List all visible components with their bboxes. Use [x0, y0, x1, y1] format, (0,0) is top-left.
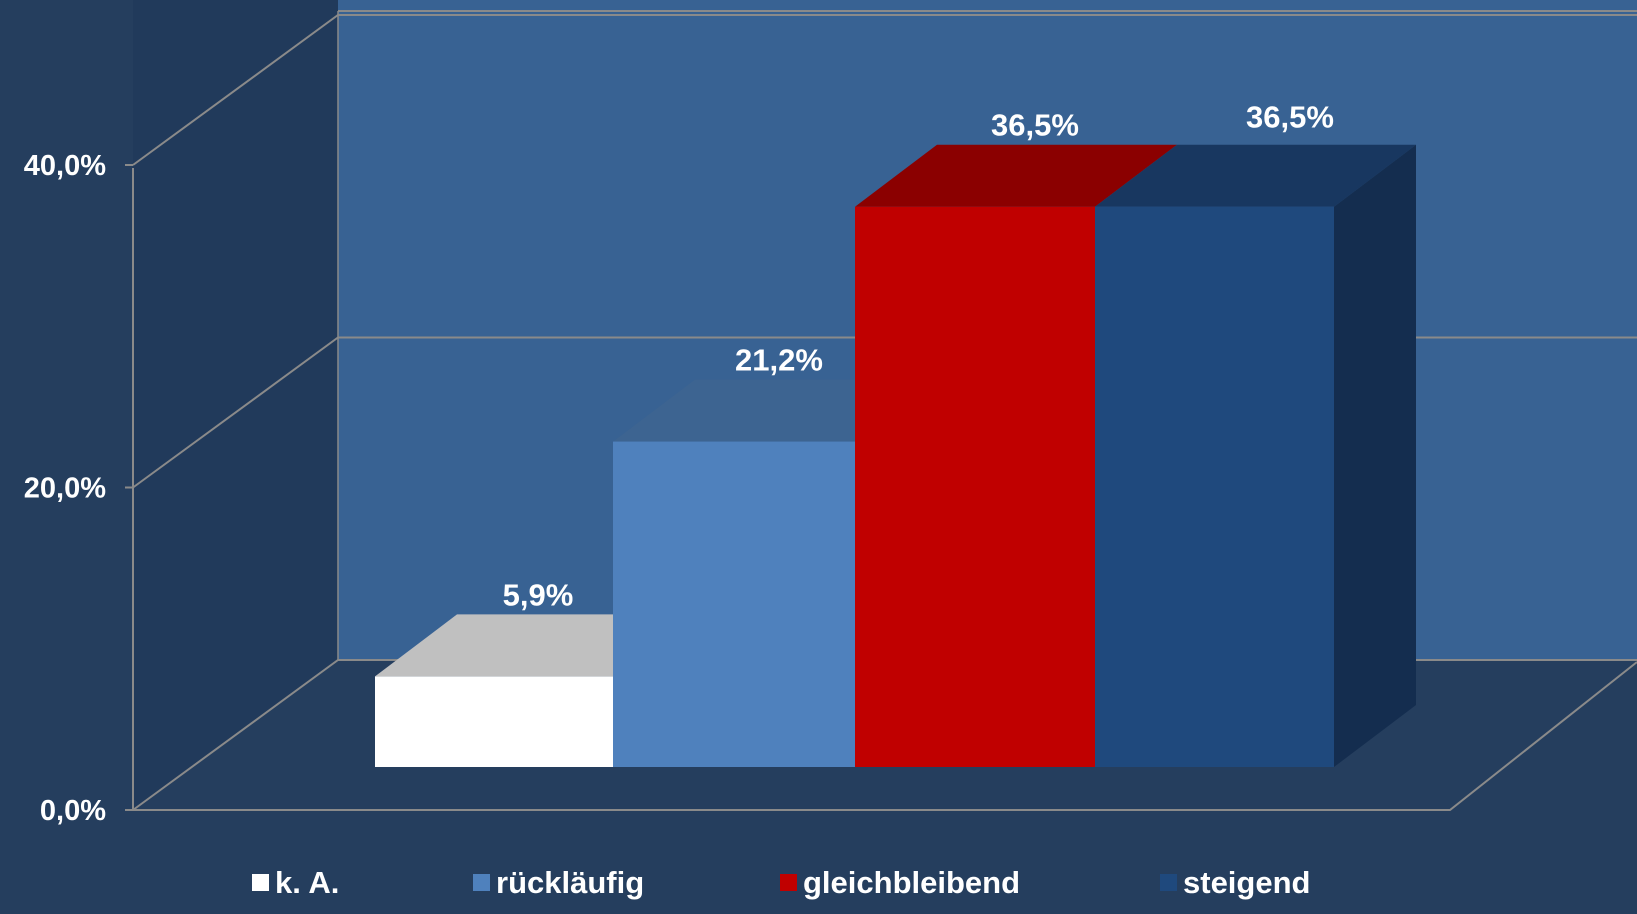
bar-top-3	[855, 144, 1177, 207]
data-label-3: 36,5%	[991, 108, 1079, 143]
legend-label-4: steigend	[1183, 865, 1310, 900]
bar-2	[613, 441, 855, 767]
bar-side-4	[1334, 144, 1416, 768]
y-axis-ticks: 0,0% 20,0% 40,0%	[24, 150, 106, 827]
legend-swatch-3	[780, 874, 797, 891]
legend-swatch-4	[1160, 874, 1177, 891]
floor-front-edge	[133, 661, 1637, 811]
side-wall	[133, 0, 338, 810]
legend-swatch-2	[473, 874, 490, 891]
legend: k. A. rückläufig gleichbleibend steigend	[252, 865, 1310, 900]
gridline	[132, 14, 1637, 166]
bar-4	[1095, 206, 1334, 768]
bar-top-4	[1095, 144, 1416, 207]
data-labels: 5,9% 21,2% 36,5% 36,5%	[503, 100, 1334, 613]
data-label-4: 36,5%	[1246, 100, 1334, 135]
legend-label-1: k. A.	[275, 865, 339, 900]
y-tick-label: 20,0%	[24, 473, 106, 505]
legend-label-3: gleichbleibend	[803, 865, 1020, 900]
y-tick-label: 0,0%	[40, 795, 106, 827]
data-label-1: 5,9%	[503, 577, 574, 612]
bar-1	[375, 676, 613, 767]
bar-3	[855, 206, 1095, 768]
legend-label-2: rückläufig	[496, 865, 644, 900]
bars	[375, 144, 1416, 768]
legend-swatch-1	[252, 874, 269, 891]
data-label-2: 21,2%	[735, 343, 823, 378]
y-tick-label: 40,0%	[24, 150, 106, 182]
